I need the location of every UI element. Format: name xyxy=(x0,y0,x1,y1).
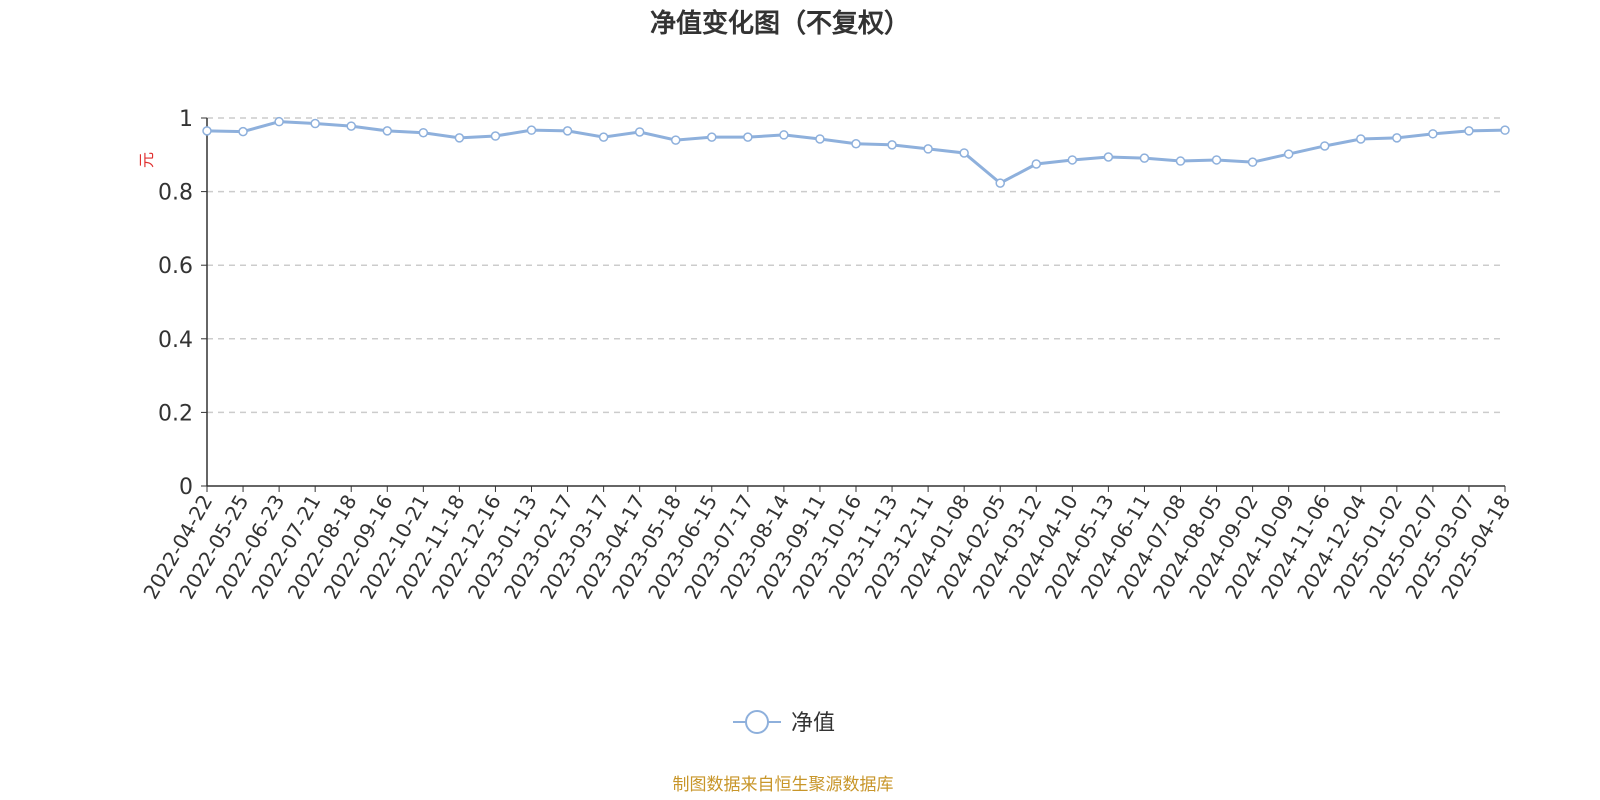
data-point xyxy=(1139,153,1150,163)
data-point xyxy=(526,125,537,135)
y-tick-label: 0 xyxy=(179,475,193,500)
legend-marker xyxy=(745,710,769,734)
legend-label: 净值 xyxy=(791,711,835,736)
data-point xyxy=(1067,155,1078,165)
data-point xyxy=(1175,156,1186,166)
data-point xyxy=(1428,129,1438,139)
data-point xyxy=(202,126,212,136)
data-point xyxy=(995,178,1005,188)
data-point xyxy=(454,133,465,143)
data-point xyxy=(1283,149,1294,159)
data-point xyxy=(1247,157,1258,167)
data-point xyxy=(274,116,284,127)
data-point xyxy=(959,148,969,158)
data-point xyxy=(670,135,681,145)
y-axis-label: 元 xyxy=(137,152,156,168)
y-tick-label: 0.4 xyxy=(158,328,193,353)
data-point xyxy=(310,118,320,129)
y-tick-label: 0.2 xyxy=(158,401,193,426)
data-point xyxy=(346,121,356,131)
data-point xyxy=(562,126,573,136)
data-point xyxy=(923,144,933,154)
data-point xyxy=(743,132,753,142)
data-point xyxy=(1356,134,1366,144)
data-point xyxy=(418,127,429,138)
data-point xyxy=(1392,133,1402,143)
data-point xyxy=(1319,141,1330,151)
y-tick-label: 1 xyxy=(179,107,193,132)
y-tick-label: 0.8 xyxy=(158,181,193,206)
data-point xyxy=(634,127,645,137)
data-point xyxy=(1500,125,1510,135)
data-point xyxy=(1464,126,1474,136)
data-point xyxy=(1211,155,1222,165)
data-point xyxy=(490,131,501,141)
data-point xyxy=(1103,152,1114,162)
series-line xyxy=(206,120,1506,185)
data-point xyxy=(238,126,248,137)
data-point xyxy=(382,126,393,136)
data-point xyxy=(851,139,861,149)
y-tick-label: 0.6 xyxy=(158,254,193,279)
data-point xyxy=(707,132,717,142)
chart-title: 净值变化图（不复权） xyxy=(650,8,910,39)
data-point xyxy=(598,132,609,142)
data-point xyxy=(815,134,825,144)
data-point xyxy=(779,130,789,140)
data-point xyxy=(1031,159,1042,169)
data-point xyxy=(887,140,897,150)
source-note: 制图数据来自恒生聚源数据库 xyxy=(673,775,894,795)
